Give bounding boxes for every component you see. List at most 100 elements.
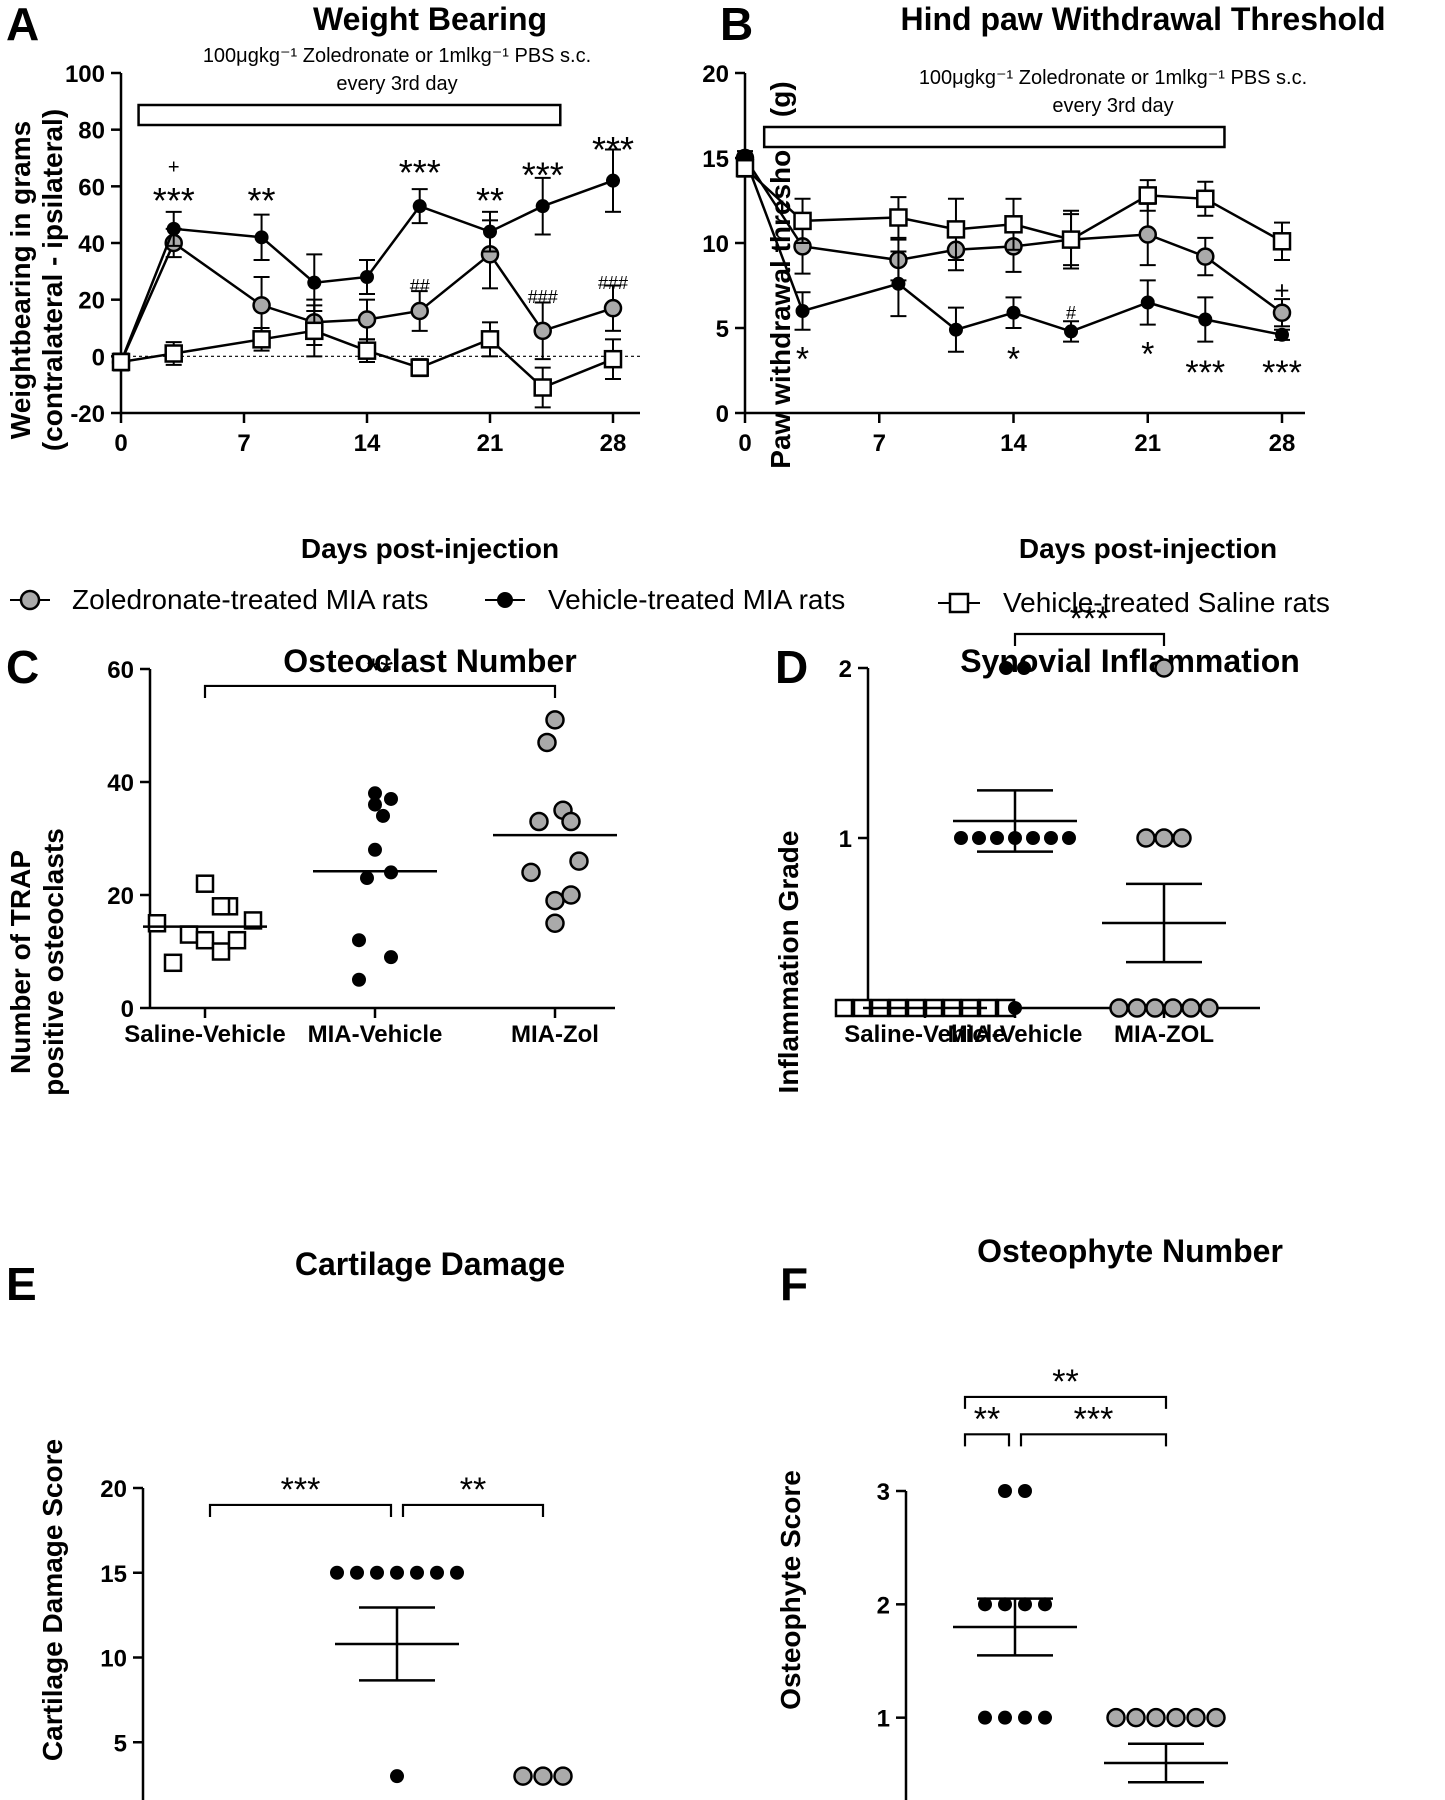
group-zol bbox=[1104, 1707, 1228, 1784]
data-point bbox=[410, 1565, 424, 1580]
data-point bbox=[889, 208, 908, 227]
data-point bbox=[450, 1565, 464, 1580]
significance-bracket: ** bbox=[203, 652, 557, 698]
data-point bbox=[1166, 1707, 1186, 1728]
data-point bbox=[164, 344, 183, 363]
series-saline bbox=[111, 304, 623, 409]
data-point bbox=[243, 911, 263, 930]
y-tick-label: 5 bbox=[716, 316, 729, 343]
x-tick-label: 21 bbox=[477, 430, 504, 457]
legend-marker-vehicle-mia bbox=[497, 592, 513, 608]
data-point bbox=[211, 942, 231, 961]
significance-annotation: *** bbox=[153, 180, 195, 221]
significance-bracket: ** bbox=[401, 1471, 545, 1517]
bracket-line bbox=[1019, 1433, 1168, 1447]
data-point bbox=[946, 220, 966, 239]
legend-item-vehicle-mia: Vehicle-treated MIA rats bbox=[485, 584, 845, 615]
y-tick-label: 60 bbox=[107, 657, 134, 684]
data-point bbox=[376, 808, 390, 823]
significance-annotation: * bbox=[796, 341, 809, 379]
treatment-period-bar bbox=[762, 125, 1226, 149]
group-veh bbox=[953, 661, 1077, 1015]
data-point bbox=[384, 950, 398, 965]
x-tick-label: 0 bbox=[738, 430, 751, 457]
chart-title-e: Cartilage Damage bbox=[295, 1246, 565, 1282]
significance-annotation: *** bbox=[1262, 354, 1302, 392]
group-veh bbox=[330, 1565, 464, 1784]
data-point bbox=[1136, 828, 1156, 848]
significance-annotation: *** bbox=[1185, 354, 1225, 392]
y-tick-label: 15 bbox=[702, 146, 729, 173]
x-tick-label: 28 bbox=[1269, 430, 1296, 457]
data-point bbox=[795, 304, 810, 318]
chart-title-d: Synovial Inflammation bbox=[960, 643, 1300, 679]
data-point bbox=[603, 349, 623, 369]
data-point bbox=[368, 842, 382, 857]
data-point bbox=[533, 378, 552, 397]
data-point bbox=[1018, 1597, 1032, 1612]
legend-item-vehicle-saline: Vehicle-treated Saline rats bbox=[938, 587, 1330, 618]
series-veh bbox=[737, 150, 1290, 353]
x-tick-label: 7 bbox=[237, 430, 250, 457]
data-point bbox=[252, 296, 271, 315]
bracket-line bbox=[203, 684, 557, 698]
data-point bbox=[430, 1565, 444, 1580]
significance-annotation: ## bbox=[410, 276, 430, 296]
data-point bbox=[1154, 658, 1174, 678]
data-point bbox=[370, 1565, 384, 1580]
data-point bbox=[360, 270, 374, 284]
significance-annotation: * bbox=[1007, 341, 1020, 379]
data-point bbox=[990, 831, 1004, 845]
y-tick-label: 0 bbox=[121, 996, 134, 1023]
data-point bbox=[1126, 1707, 1146, 1728]
data-point bbox=[998, 1710, 1012, 1725]
significance-annotation: # bbox=[1066, 303, 1076, 323]
group-veh bbox=[953, 1484, 1077, 1725]
data-point bbox=[1272, 303, 1292, 322]
group-zol bbox=[513, 1766, 573, 1786]
y-axis-title-c-2: positive osteoclasts bbox=[38, 828, 69, 1096]
bracket-line bbox=[963, 1395, 1168, 1409]
data-point bbox=[483, 224, 497, 239]
x-tick-label: 14 bbox=[1000, 430, 1027, 457]
data-point bbox=[1008, 1001, 1022, 1015]
bracket-line bbox=[208, 1503, 393, 1517]
significance-bracket: *** bbox=[208, 1471, 393, 1517]
data-point bbox=[412, 199, 427, 214]
data-point bbox=[1017, 661, 1031, 675]
data-point bbox=[307, 275, 322, 290]
x-tick-label: 0 bbox=[114, 430, 127, 457]
data-point bbox=[1018, 1710, 1032, 1725]
significance-annotation: ### bbox=[528, 287, 558, 307]
plot-area-c: 0 20 40 60 Saline-Vehicle MIA-Vehicle MIA-Zol *… bbox=[107, 652, 617, 1048]
y-tick-label: 20 bbox=[107, 883, 134, 910]
data-point bbox=[352, 933, 366, 948]
y-tick-label: 60 bbox=[78, 174, 105, 201]
data-point bbox=[529, 811, 549, 832]
significance-annotation: *** bbox=[399, 152, 441, 193]
data-point bbox=[166, 221, 181, 236]
bracket-label: *** bbox=[1070, 600, 1110, 638]
data-point bbox=[368, 797, 382, 812]
y-axis-title-c: Number of TRAP bbox=[5, 850, 36, 1074]
y-tick-label: 10 bbox=[702, 231, 729, 258]
series-veh bbox=[113, 148, 621, 372]
data-point bbox=[1172, 828, 1192, 848]
data-point bbox=[1138, 225, 1157, 244]
data-point bbox=[357, 341, 377, 360]
group-zol bbox=[493, 710, 617, 933]
data-point bbox=[163, 953, 183, 973]
significance-annotation: ### bbox=[598, 273, 628, 293]
data-point bbox=[390, 1769, 404, 1784]
data-point bbox=[111, 352, 131, 372]
legend: Zoledronate-treated MIA rats Vehicle-tre… bbox=[10, 584, 1330, 618]
data-point bbox=[1198, 312, 1213, 327]
panel-letter-e: E bbox=[6, 1258, 37, 1310]
y-axis-title-f: Osteophyte Score bbox=[775, 1470, 806, 1710]
x-tick-label: Saline-Vehicle bbox=[124, 1021, 285, 1048]
treatment-note-b-2: every 3rd day bbox=[1052, 95, 1173, 117]
data-point bbox=[254, 230, 269, 245]
data-point bbox=[1064, 324, 1079, 339]
data-point bbox=[545, 890, 565, 911]
